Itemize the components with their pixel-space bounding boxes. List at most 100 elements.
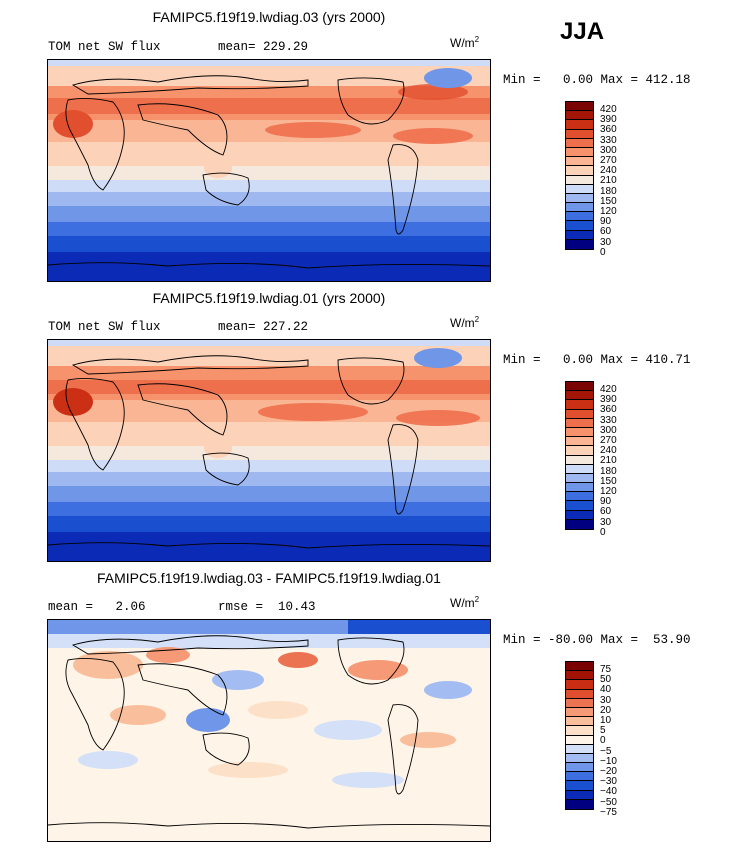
panel2-colorbar-ticks: 420 390 360 330 300 270 240 210 180 150 …	[600, 384, 617, 538]
panel1-map-svg	[48, 60, 490, 281]
panel1-minmax: Min = 0.00 Max = 412.18	[503, 73, 691, 87]
panel3-minmax: Min = -80.00 Max = 53.90	[503, 633, 691, 647]
tick-label: 5	[600, 725, 606, 737]
colorbar-swatch	[566, 735, 593, 745]
colorbar-swatch	[566, 473, 593, 484]
tick-label: 120	[600, 486, 617, 498]
panel1-field-label: TOM net SW flux	[48, 40, 161, 54]
panel3-map	[47, 619, 491, 842]
colorbar-swatch	[566, 753, 593, 764]
tick-label: 150	[600, 475, 617, 487]
tick-label: 10	[600, 715, 612, 727]
colorbar-swatch	[566, 409, 593, 419]
panel3-title: FAMIPC5.f19f19.lwdiag.03 - FAMIPC5.f19f1…	[97, 570, 441, 586]
panel2-map-svg	[48, 340, 490, 561]
colorbar-swatch	[566, 147, 593, 158]
panel1-title: FAMIPC5.f19f19.lwdiag.03 (yrs 2000)	[152, 9, 386, 25]
tick-label: 420	[600, 104, 617, 115]
colorbar-swatch	[566, 662, 593, 672]
colorbar-swatch	[566, 166, 593, 176]
panel3-colorbar	[565, 661, 594, 810]
tick-label: 90	[600, 216, 612, 228]
tick-label: 270	[600, 435, 617, 447]
tick-label: 180	[600, 185, 617, 197]
tick-label: 210	[600, 455, 617, 467]
panel1-colorbar	[565, 101, 594, 250]
panel2-field-label: TOM net SW flux	[48, 320, 161, 334]
colorbar-swatch	[566, 671, 593, 681]
tick-label: 30	[600, 694, 612, 706]
tick-label: 30	[600, 516, 612, 528]
tick-label: −20	[600, 766, 617, 778]
colorbar-swatch	[566, 519, 593, 529]
tick-label: −40	[600, 786, 617, 798]
panel2-units: W/m2	[450, 315, 480, 330]
panel1-colorbar-ticks: 420 390 360 330 300 270 240 210 180 150 …	[600, 104, 617, 258]
tick-label: 330	[600, 414, 617, 426]
colorbar-swatch	[566, 427, 593, 438]
colorbar-swatch	[566, 501, 593, 511]
colorbar-swatch	[566, 707, 593, 718]
colorbar-swatch	[566, 772, 593, 782]
colorbar-swatch	[566, 437, 593, 447]
colorbar-swatch	[566, 446, 593, 456]
tick-label: 20	[600, 704, 612, 716]
colorbar-swatch	[566, 175, 593, 185]
colorbar-swatch	[566, 120, 593, 130]
colorbar-swatch	[566, 193, 593, 204]
colorbar-swatch	[566, 111, 593, 121]
colorbar-swatch	[566, 400, 593, 410]
tick-label: 180	[600, 465, 617, 477]
colorbar-swatch	[566, 744, 593, 754]
colorbar-swatch	[566, 230, 593, 240]
tick-label: −10	[600, 755, 617, 767]
colorbar-swatch	[566, 689, 593, 699]
colorbar-swatch	[566, 203, 593, 213]
colorbar-swatch	[566, 382, 593, 392]
colorbar-swatch	[566, 763, 593, 773]
colorbar-swatch	[566, 483, 593, 493]
panel3-map-svg	[48, 620, 490, 841]
colorbar-swatch	[566, 726, 593, 736]
colorbar-swatch	[566, 510, 593, 520]
panel2-minmax: Min = 0.00 Max = 410.71	[503, 353, 691, 367]
panel1-mean-label: mean= 229.29	[218, 40, 309, 54]
tick-label: 210	[600, 175, 617, 187]
tick-label: 120	[600, 206, 617, 218]
tick-label: 75	[600, 664, 612, 675]
tick-label: 240	[600, 165, 617, 177]
tick-label: 0	[600, 735, 606, 747]
tick-label: 390	[600, 114, 617, 126]
colorbar-swatch	[566, 698, 593, 708]
panel3-colorbar-ticks: 75 50 40 30 20 10 5 0 −5 −10 −20 −30 −40…	[600, 664, 617, 818]
panel2-mean-label: mean= 227.22	[218, 320, 309, 334]
colorbar-swatch	[566, 790, 593, 800]
tick-label: 240	[600, 445, 617, 457]
tick-label: 420	[600, 384, 617, 395]
tick-label: 360	[600, 404, 617, 416]
colorbar-swatch	[566, 455, 593, 465]
colorbar-swatch	[566, 129, 593, 139]
panel2-title: FAMIPC5.f19f19.lwdiag.01 (yrs 2000)	[152, 290, 386, 306]
tick-label: −50	[600, 796, 617, 808]
tick-label: 40	[600, 684, 612, 696]
colorbar-swatch	[566, 157, 593, 167]
colorbar-swatch	[566, 102, 593, 112]
tick-label: 60	[600, 226, 612, 238]
colorbar-swatch	[566, 717, 593, 727]
tick-label: −75	[600, 806, 617, 818]
tick-label: −30	[600, 776, 617, 788]
colorbar-swatch	[566, 781, 593, 791]
tick-label: 360	[600, 124, 617, 136]
panel3-rmse-label: rmse = 10.43	[218, 600, 316, 614]
colorbar-swatch	[566, 391, 593, 401]
colorbar-swatch	[566, 138, 593, 148]
colorbar-swatch	[566, 212, 593, 222]
tick-label: 30	[600, 236, 612, 248]
panel3-mean-label: mean = 2.06	[48, 600, 146, 614]
tick-label: 270	[600, 155, 617, 167]
tick-label: 330	[600, 134, 617, 146]
tick-label: 300	[600, 424, 617, 436]
tick-label: 60	[600, 506, 612, 518]
panel3-units: W/m2	[450, 595, 480, 610]
